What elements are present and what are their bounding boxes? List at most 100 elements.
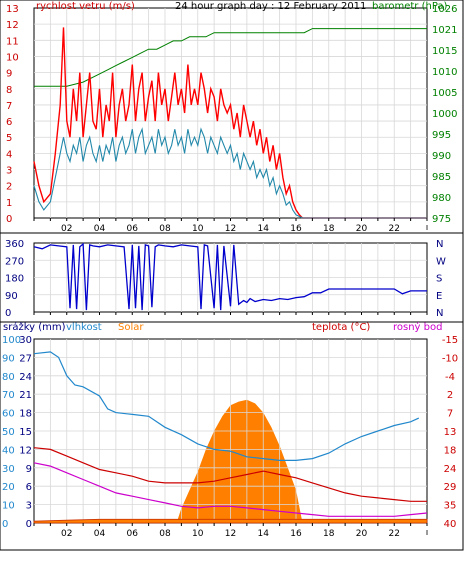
left-tick-label: 6	[6, 117, 12, 128]
right-tick-label: S	[436, 274, 442, 285]
left-tick-label: 3	[6, 166, 12, 177]
right-tick-label: 1026	[432, 4, 457, 15]
x-tick-label: 08	[159, 224, 171, 234]
x-tick-label-end: ı	[426, 528, 429, 538]
left-tick-label-outer: 100	[2, 335, 21, 346]
x-tick-label: 12	[225, 529, 236, 539]
left-tick-label-inner: 18	[19, 409, 32, 420]
left-tick-label: 5	[6, 133, 12, 144]
series-wind-speed-line	[33, 127, 427, 219]
left-tick-label-inner: 15	[19, 427, 32, 438]
panel-precip-temp-solar-area	[176, 399, 303, 523]
right-tick-label: 24	[444, 464, 457, 475]
x-tick-label: 04	[94, 224, 106, 234]
left-tick-label-outer: 30	[2, 464, 15, 475]
right-tick-label: 990	[432, 151, 451, 162]
right-tick-label: 40	[444, 519, 457, 530]
left-tick-label: 4	[6, 149, 12, 160]
x-tick-label: 12	[225, 224, 236, 234]
panel-wind-pressure-ticks: 02 04 06 08 10 12 14 16 18 20 22 ı01234567891011121…	[6, 4, 457, 234]
left-tick-label: 10	[6, 52, 19, 63]
right-tick-label: 1000	[432, 109, 457, 120]
x-tick-label: 06	[127, 529, 139, 539]
left-tick-label: 11	[6, 36, 19, 47]
left-tick-label-outer: 70	[2, 390, 15, 401]
right-tick-label: 975	[432, 214, 451, 225]
right-tick-label: 13	[444, 427, 457, 438]
left-tick-label-outer: 40	[2, 445, 15, 456]
left-tick-label: 90	[5, 291, 18, 302]
right-tick-label: 18	[444, 445, 457, 456]
left-tick-label: 0	[6, 214, 12, 225]
left-tick-label: 270	[5, 256, 24, 267]
panel-wind-pressure-grid	[34, 8, 427, 218]
x-tick-label: 20	[356, 529, 368, 539]
left-tick-label-outer: 20	[2, 482, 15, 493]
left-axis-label-humidity: vlhkost	[66, 322, 102, 333]
right-tick-label: E	[436, 291, 442, 302]
left-tick-label: 1	[6, 198, 12, 209]
right-tick-label: 995	[432, 130, 451, 141]
x-tick-label: 22	[389, 224, 400, 234]
left-tick-label-outer: 10	[2, 501, 15, 512]
left-tick-label-inner: 21	[19, 390, 32, 401]
series-solar-area	[176, 399, 303, 523]
x-tick-label: 02	[61, 224, 72, 234]
right-tick-label: 29	[444, 482, 457, 493]
right-tick-label: 1021	[432, 25, 457, 36]
right-tick-label: -10	[442, 353, 458, 364]
x-tick-label: 18	[323, 224, 335, 234]
right-tick-label: 35	[444, 501, 457, 512]
right-tick-label: -15	[442, 335, 458, 346]
left-tick-label: 13	[6, 4, 19, 15]
x-tick-label: 20	[356, 224, 368, 234]
x-tick-label: 10	[192, 529, 204, 539]
panel-precip-temp-ticks: 02 04 06 08 10 12 14 16 18 20 22 ı01020304050607080…	[2, 335, 458, 539]
left-tick-label-inner: 6	[26, 482, 32, 493]
x-tick-label: 02	[61, 529, 72, 539]
left-tick-label-inner: 30	[19, 335, 32, 346]
x-tick-label-end: ı	[426, 223, 429, 233]
left-tick-label-outer: 0	[2, 519, 8, 530]
right-tick-label: W	[436, 256, 446, 267]
x-tick-label: 08	[159, 529, 171, 539]
right-tick-label: 7	[447, 409, 453, 420]
x-tick-label: 18	[323, 529, 335, 539]
x-tick-label: 14	[258, 529, 270, 539]
left-tick-label: 0	[5, 308, 11, 319]
series-temperature-line	[33, 447, 427, 502]
left-tick-label-inner: 0	[26, 519, 32, 530]
left-tick-label-outer: 90	[2, 353, 15, 364]
series-rain-area	[33, 518, 428, 524]
left-tick-label: 360	[5, 239, 24, 250]
right-axis-label-dewpoint: rosný bod	[393, 321, 442, 333]
right-tick-label: N	[436, 239, 443, 250]
x-tick-label: 22	[389, 529, 400, 539]
left-axis-label-wind: rychlost vetru (m/s)	[36, 1, 135, 12]
right-tick-label: 980	[432, 193, 451, 204]
x-tick-label: 14	[258, 224, 270, 234]
right-tick-label: 2	[447, 390, 453, 401]
right-tick-label: 1010	[432, 67, 457, 78]
panel-direction-series	[33, 242, 427, 311]
right-tick-label: 1015	[432, 46, 457, 57]
x-tick-label: 10	[192, 224, 204, 234]
x-tick-label: 04	[94, 529, 106, 539]
left-tick-label-outer: 60	[2, 409, 15, 420]
left-tick-label: 12	[6, 20, 19, 31]
left-tick-label: 8	[6, 85, 12, 96]
x-tick-label: 16	[290, 529, 302, 539]
left-tick-label: 7	[6, 101, 12, 112]
series-dewpoint-line	[33, 462, 428, 517]
left-tick-label: 2	[6, 182, 12, 193]
panel-precip-temp-series	[33, 351, 428, 524]
left-tick-label-inner: 27	[19, 353, 32, 364]
series-pressure-line	[34, 28, 427, 87]
right-axis-label-pressure: barometr (hPa)	[372, 1, 448, 12]
right-tick-label: 985	[432, 172, 451, 183]
left-tick-label-outer: 80	[2, 372, 15, 383]
left-tick-label: 9	[6, 69, 12, 80]
series-wind-gust-line	[33, 27, 427, 219]
